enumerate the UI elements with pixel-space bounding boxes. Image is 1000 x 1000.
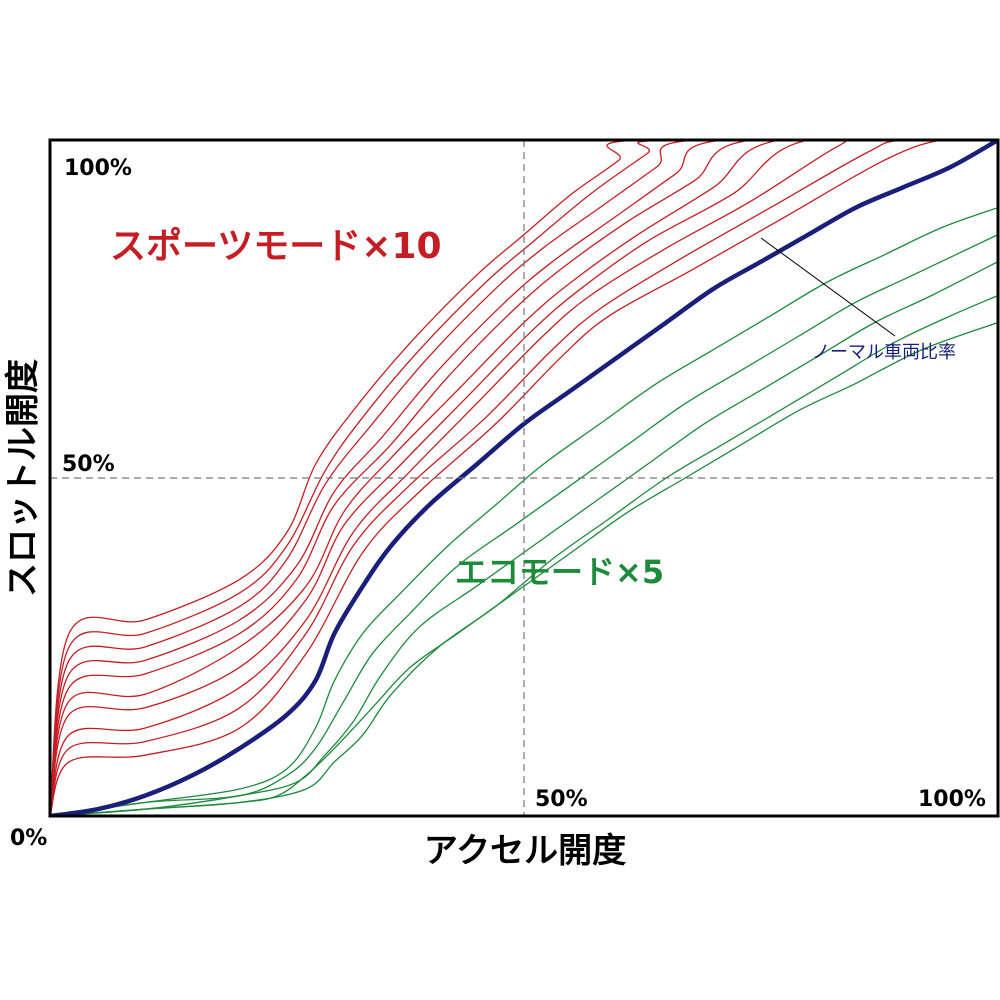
tick-label-origin: 0% [10, 826, 47, 851]
normal-leader-line [760, 237, 896, 337]
reference-lines [50, 140, 998, 816]
sport-curve-2 [50, 140, 998, 816]
sport-curve-3 [50, 140, 998, 816]
sport-curve-8 [50, 140, 998, 816]
plot-frame [48, 138, 1000, 818]
sport-curve-9 [50, 140, 998, 816]
sport-curve-1 [50, 140, 998, 816]
normal-ratio-label: ノーマル車両比率 [812, 342, 956, 363]
eco-curve-3 [50, 261, 998, 816]
sport-mode-label: スポーツモード×10 [110, 225, 442, 267]
tick-label-y-50: 50% [62, 452, 115, 477]
x-axis-label: アクセル開度 [424, 831, 626, 871]
tick-label-x-100: 100% [918, 787, 986, 812]
eco-mode-label: エコモード×5 [455, 553, 664, 591]
sport-curve-6 [50, 140, 998, 816]
normal-curve-1 [50, 140, 998, 816]
sport-curve-5 [50, 140, 998, 816]
eco-curve-1 [50, 206, 998, 816]
tick-label-x-50: 50% [535, 787, 588, 812]
eco-curve-4 [50, 294, 998, 816]
plot-series-group [50, 140, 998, 816]
sport-curve-7 [50, 140, 998, 816]
sport-curve-10 [50, 140, 998, 816]
y-axis-label: スロットル開度 [3, 359, 43, 597]
sport-curve-4 [50, 140, 998, 816]
tick-label-y-100: 100% [64, 156, 132, 181]
eco-curve-5 [50, 321, 998, 816]
eco-curve-2 [50, 234, 998, 816]
